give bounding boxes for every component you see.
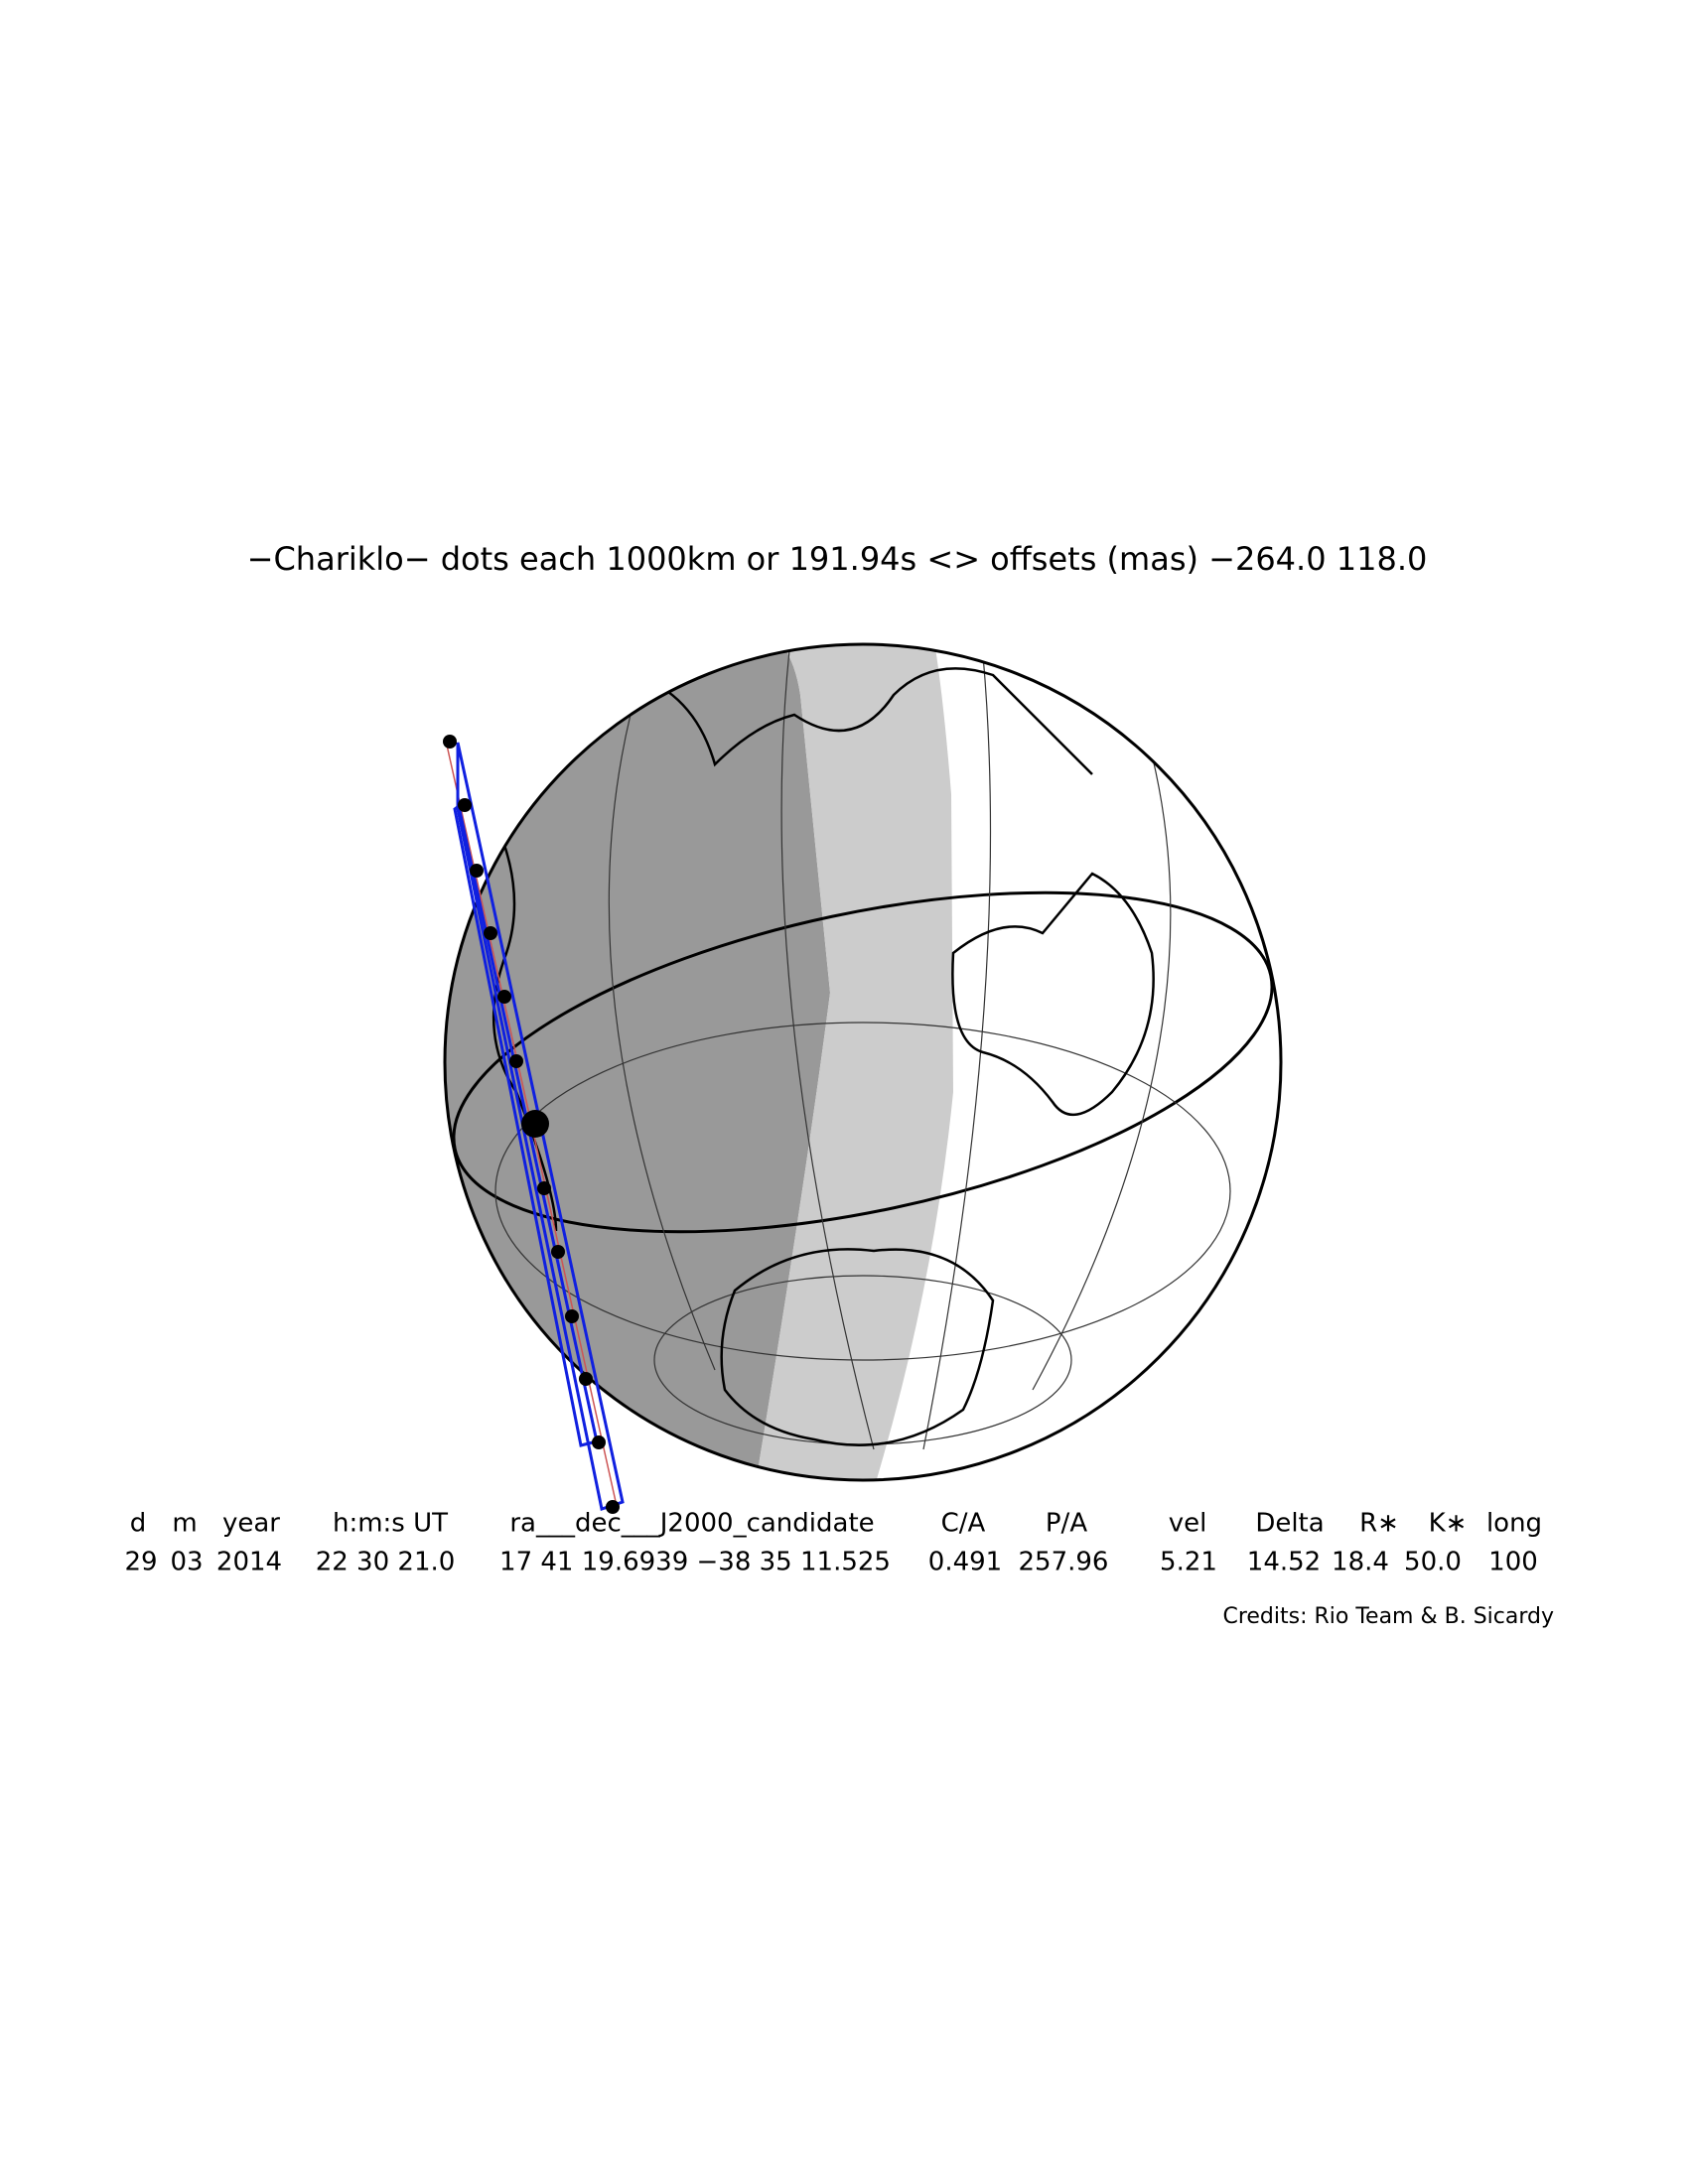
antarctica [720,1248,995,1446]
table-value: 29 [124,1548,157,1577]
table-value: 17 41 19.6939 −38 35 11.525 [499,1548,891,1577]
title: −Chariklo− dots each 1000km or 191.94s <… [247,540,1428,578]
table-value: 03 [170,1548,203,1577]
table-header: Delta [1255,1509,1324,1539]
table-header: C/A [941,1509,986,1539]
table-value: 5.21 [1160,1548,1217,1577]
globe-outline [443,642,1283,1482]
table-value: 0.491 [928,1548,1002,1577]
table-header: m [172,1509,197,1539]
globe [445,644,1281,1480]
australia [951,872,1155,1117]
table-header: h:m:s UT [333,1509,448,1539]
table-value: 2014 [216,1548,282,1577]
table-header: ra___dec___J2000_candidate [509,1509,874,1539]
occultation-path [443,735,625,1514]
table-header: d [130,1509,147,1539]
table-value: 100 [1488,1548,1538,1577]
table-header: R∗ [1359,1509,1399,1539]
credits: Credits: Rio Team & B. Sicardy [1222,1604,1554,1629]
table-header: year [222,1509,280,1539]
table-value: 18.4 [1332,1548,1389,1577]
coastlines [492,667,1093,1232]
table-header: P/A [1046,1509,1087,1539]
table-value: 50.0 [1404,1548,1462,1577]
table-header: long [1486,1509,1542,1539]
table-header: K∗ [1429,1509,1468,1539]
table-header: vel [1169,1509,1207,1539]
table-value: 14.52 [1247,1548,1321,1577]
table-value: 257.96 [1019,1548,1109,1577]
table-value: 22 30 21.0 [316,1548,456,1577]
